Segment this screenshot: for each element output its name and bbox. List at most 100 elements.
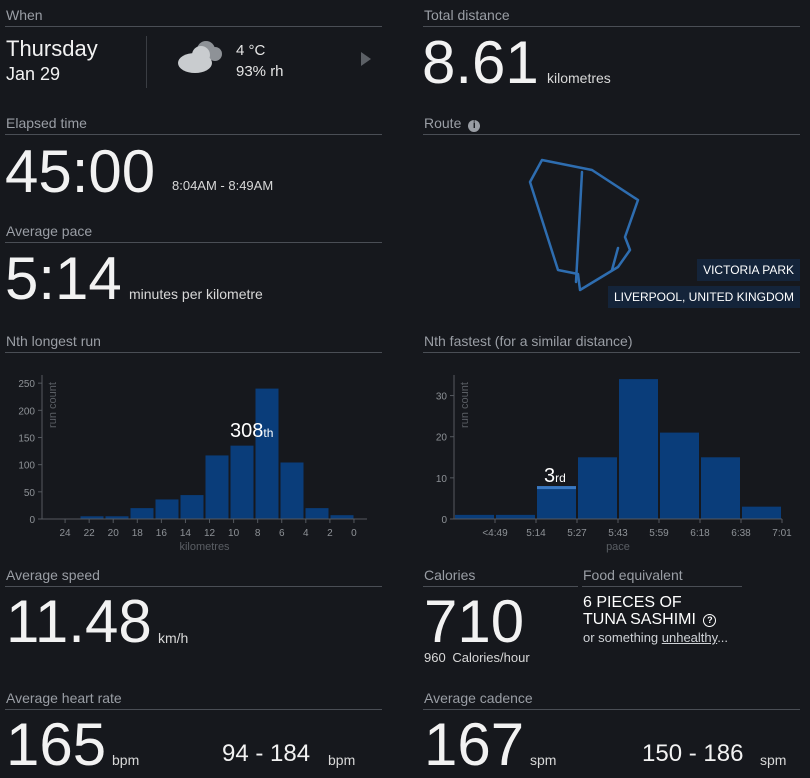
total-distance-header: Total distance (423, 7, 800, 27)
average-heart-rate-unit: bpm (112, 752, 140, 768)
longest-bar (255, 388, 279, 519)
longest-x-tick-label: 10 (228, 528, 240, 539)
food-line2-row: TUNA SASHIMI ? (583, 611, 717, 629)
food-note-suffix: ... (717, 630, 729, 645)
question-icon[interactable]: ? (703, 614, 717, 627)
food-line1: 6 PIECES OF (583, 594, 682, 611)
longest-y-tick-label: 150 (18, 433, 35, 444)
longest-bar (280, 462, 304, 519)
calories-per-hour-value: 960 (424, 650, 446, 665)
nth-longest-header: Nth longest run (5, 333, 382, 353)
food-equivalent-header: Food equivalent (582, 567, 742, 587)
elapsed-time-value: 45:00 (5, 138, 156, 205)
elapsed-time-range: 8:04AM - 8:49AM (172, 178, 274, 193)
calories-per-hour: 960 Calories/hour (424, 650, 530, 665)
when-temperature: 4 °C (236, 42, 266, 59)
longest-x-label: kilometres (179, 541, 230, 553)
longest-bar (155, 499, 179, 519)
route-place-badge: VICTORIA PARK (697, 259, 800, 281)
when-divider (146, 36, 147, 88)
fastest-y-tick-label: 10 (436, 474, 448, 485)
cadence-range-unit: spm (760, 752, 787, 768)
fastest-x-tick-label: <4:49 (482, 528, 508, 539)
cloud-icon (175, 38, 225, 79)
longest-y-tick-label: 50 (24, 488, 36, 499)
average-speed-unit: km/h (158, 630, 189, 646)
fastest-bar (660, 432, 699, 519)
longest-bar (230, 445, 254, 519)
route-header: Route i (423, 115, 800, 135)
fastest-bar (496, 514, 535, 519)
longest-x-tick-label: 4 (303, 528, 309, 539)
food-note: or something unhealthy... (583, 630, 728, 645)
fastest-x-tick-label: 6:18 (690, 528, 710, 539)
nth-longest-rank: 308th (230, 420, 273, 443)
route-map[interactable] (520, 152, 650, 302)
average-cadence-header: Average cadence (423, 690, 800, 710)
longest-y-tick-label: 200 (18, 406, 35, 417)
heart-rate-range-unit: bpm (328, 752, 356, 768)
fastest-bar (578, 457, 617, 519)
nth-fastest-header: Nth fastest (for a similar distance) (423, 333, 800, 353)
longest-y-label: run count (47, 382, 59, 428)
fastest-x-tick-label: 5:59 (649, 528, 669, 539)
average-heart-rate-header: Average heart rate (5, 690, 382, 710)
nth-fastest-rank-suffix: rd (555, 471, 566, 485)
average-cadence-unit: spm (530, 752, 557, 768)
longest-bar (80, 516, 104, 519)
route-header-label: Route (424, 115, 462, 131)
average-cadence-value: 167 (424, 711, 525, 778)
fastest-bar (701, 457, 740, 519)
longest-x-tick-label: 16 (156, 528, 168, 539)
calories-header: Calories (423, 567, 578, 587)
fastest-bar (742, 506, 781, 519)
total-distance-unit: kilometres (547, 70, 611, 86)
route-path-inner (574, 170, 620, 284)
longest-x-tick-label: 6 (279, 528, 285, 539)
fastest-bar (619, 379, 658, 519)
average-speed-value: 11.48 (6, 588, 152, 655)
longest-x-tick-label: 8 (255, 528, 261, 539)
average-heart-rate-value: 165 (6, 711, 107, 778)
longest-bar (205, 455, 229, 519)
longest-bar (180, 495, 204, 519)
longest-y-tick-label: 0 (29, 515, 35, 526)
nth-longest-chart: 0 50 100 150 200 250 run count 24 22 20 18 16 14 12 10… (0, 360, 390, 565)
total-distance-value: 8.61 (422, 29, 539, 96)
longest-bar (305, 508, 329, 519)
fastest-bar-highlight (537, 486, 576, 490)
longest-x-tick-label: 0 (351, 528, 357, 539)
heart-rate-range: 94 - 184 (222, 740, 311, 767)
fastest-bar (537, 486, 576, 519)
fastest-y-label: run count (459, 382, 471, 428)
next-arrow-icon[interactable] (360, 51, 372, 72)
average-pace-header: Average pace (5, 223, 382, 243)
fastest-x-label: pace (606, 541, 630, 553)
nth-longest-rank-suffix: th (263, 426, 274, 440)
nth-fastest-rank: 3rd (544, 465, 566, 488)
fastest-x-tick-label: 5:43 (608, 528, 628, 539)
longest-x-tick-label: 18 (132, 528, 144, 539)
route-path (528, 158, 640, 292)
fastest-x-tick-label: 6:38 (731, 528, 751, 539)
unhealthy-link[interactable]: unhealthy (661, 630, 718, 645)
longest-bar (105, 516, 129, 519)
when-date: Jan 29 (6, 64, 61, 84)
info-icon[interactable]: i (468, 120, 481, 132)
fastest-x-tick-label: 7:01 (772, 528, 792, 539)
longest-x-tick-label: 2 (327, 528, 333, 539)
nth-longest-rank-number: 308 (230, 420, 264, 442)
fastest-bar (455, 514, 494, 519)
when-day: Thursday (6, 36, 98, 61)
food-line2: TUNA SASHIMI (583, 611, 696, 628)
longest-x-tick-label: 14 (180, 528, 192, 539)
average-pace-value: 5:14 (5, 245, 122, 312)
fastest-x-tick-label: 5:14 (526, 528, 546, 539)
fastest-y-tick-label: 20 (436, 433, 448, 444)
calories-value: 710 (424, 588, 525, 655)
longest-bar (330, 515, 354, 519)
average-pace-unit: minutes per kilometre (129, 286, 263, 302)
elapsed-time-header: Elapsed time (5, 115, 382, 135)
cadence-range: 150 - 186 (642, 740, 744, 767)
average-speed-header: Average speed (5, 567, 382, 587)
